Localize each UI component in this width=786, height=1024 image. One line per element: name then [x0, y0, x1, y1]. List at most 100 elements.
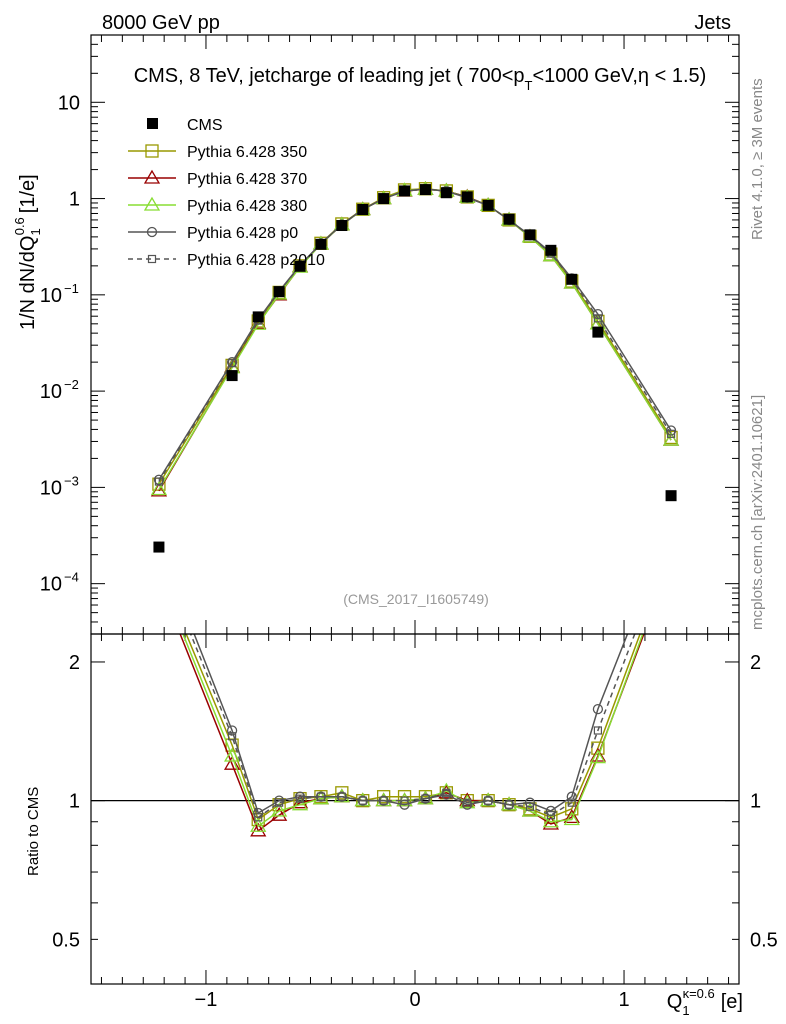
y-tick-label-ratio-right: 2 — [750, 652, 761, 674]
legend-marker-2 — [143, 196, 161, 211]
x-tick-label: −1 — [195, 989, 218, 1011]
series-4-ratio-point — [337, 792, 346, 801]
header-energy-label: 8000 GeV pp — [102, 12, 220, 34]
series-4-ratio-point — [155, 552, 162, 559]
series-4-ratio-point — [567, 798, 576, 807]
y-tick-exponent-label: −4 — [64, 570, 79, 585]
cms-data-point — [399, 185, 411, 197]
series-4-ratio-point — [254, 813, 263, 822]
legend-cms-label: CMS — [187, 117, 223, 134]
y-tick-exponent-label: −2 — [64, 377, 79, 392]
cms-data-point — [665, 490, 677, 502]
series-4-ratio-point — [379, 796, 388, 805]
y-label-sub: 1 — [28, 228, 43, 235]
series-4-ratio-point — [546, 811, 555, 820]
series-2-point — [662, 431, 680, 446]
legend-label-3: Pythia 6.428 p0 — [187, 225, 298, 242]
cms-data-point — [566, 273, 578, 285]
y-tick-base: 10 — [40, 381, 62, 403]
series-4-point — [593, 314, 603, 323]
legend-marker-3 — [146, 226, 158, 238]
x-label-unit: [e] — [721, 991, 743, 1013]
series-3-ratio-point — [667, 519, 676, 528]
series-3-ratio-point — [273, 795, 285, 806]
cms-data-point — [419, 184, 431, 196]
series-0-ratio-point — [397, 790, 412, 804]
cms-data-point — [294, 260, 306, 272]
main-y-axis-label: 1/N dN/dQ10.6 [1/e] — [12, 174, 43, 330]
y-tick-label-main: 10 — [58, 92, 80, 114]
x-label-main: Q — [667, 991, 683, 1013]
y-tick-label-ratio: 0.5 — [52, 929, 80, 951]
series-4-ratio-point — [668, 535, 675, 542]
series-3-ratio-point — [357, 795, 368, 806]
cms-data-point — [592, 326, 604, 338]
series-4-ratio-point — [227, 732, 237, 741]
series-3-ratio-point — [420, 793, 431, 804]
x-tick-label: 1 — [618, 989, 629, 1011]
cms-data-point — [357, 203, 369, 215]
series-1-ratio-point — [223, 755, 241, 770]
series-2-ratio-point — [589, 749, 607, 764]
cms-data-point — [545, 244, 557, 256]
series-2-ratio-point — [152, 567, 166, 579]
series-1-point — [150, 482, 168, 497]
series-2-ratio-point — [250, 817, 267, 832]
series-0-ratio-point — [665, 544, 677, 556]
series-4-ratio-point — [316, 792, 326, 801]
cms-data-point — [315, 238, 327, 250]
series-4-point — [227, 359, 237, 368]
series-2-ratio-point — [542, 813, 560, 828]
legend-label-1: Pythia 6.428 370 — [187, 171, 307, 188]
series-0-ratio-point — [153, 562, 165, 574]
series-4-point — [154, 477, 164, 486]
series-4-ratio-point — [484, 796, 493, 805]
analysis-id-label: (CMS_2017_I1605749) — [343, 591, 489, 607]
series-2-ratio-point — [270, 802, 288, 817]
series-4-ratio-point — [358, 796, 367, 805]
y-tick-label-main: 1 — [69, 189, 80, 211]
y-label-main: 1/N dN/dQ — [17, 236, 39, 330]
series-3-ratio-point — [399, 799, 410, 810]
cms-data-point — [503, 213, 515, 225]
x-tick-label: 0 — [409, 989, 420, 1011]
legend-label-0: Pythia 6.428 350 — [187, 144, 307, 161]
series-0-ratio-point — [335, 786, 349, 800]
series-3-ratio-point — [462, 799, 473, 810]
y-tick-base: 10 — [40, 574, 62, 596]
series-2-ratio-point — [664, 549, 678, 561]
title-subscript: T — [525, 78, 533, 93]
series-3-ratio-point — [545, 805, 557, 817]
y-label-sup: 0.6 — [12, 217, 27, 235]
title-prefix: CMS, 8 TeV, jetcharge of leading jet ( 7… — [134, 65, 525, 87]
legend-cms-marker — [147, 118, 158, 129]
legend: CMS Pythia 6.428 350 Pythia 6.428 370 Pythi… — [128, 117, 325, 269]
series-1-ratio-point — [563, 809, 580, 823]
legend-marker-0 — [145, 144, 159, 158]
cms-data-point — [252, 311, 264, 323]
series-4-ratio-point — [295, 794, 305, 803]
series-4-ratio-point — [442, 788, 451, 797]
series-2-ratio-point — [291, 796, 309, 811]
header-category-label: Jets — [694, 12, 731, 34]
series-3-point — [153, 474, 165, 485]
x-axis-label: Q1 κ=0.6 [e] — [667, 986, 743, 1018]
ratio-y-axis-label: Ratio to CMS — [25, 787, 42, 876]
y-tick-label-ratio-right: 0.5 — [750, 929, 778, 951]
cms-data-point — [524, 229, 536, 241]
series-2-ratio-point — [223, 747, 241, 762]
y-tick-exponent-label: −1 — [64, 281, 79, 296]
legend-label-4: Pythia 6.428 p2010 — [187, 252, 325, 269]
main-panel-series — [150, 180, 680, 553]
title-suffix: <1000 GeV,η < 1.5) — [532, 65, 706, 87]
cms-data-point — [482, 199, 494, 211]
series-1-ratio-point — [250, 822, 267, 837]
y-tick-exponent-label: −3 — [64, 473, 79, 488]
y-tick-base: 10 — [40, 285, 62, 307]
mcplots-credit-label: mcplots.cern.ch [arXiv:2401.10621] — [749, 395, 766, 630]
rivet-version-label: Rivet 4.1.0, ≥ 3M events — [749, 78, 766, 240]
series-4-ratio-point — [275, 798, 284, 807]
series-3-ratio-point — [566, 791, 577, 802]
cms-data-point — [378, 193, 390, 205]
